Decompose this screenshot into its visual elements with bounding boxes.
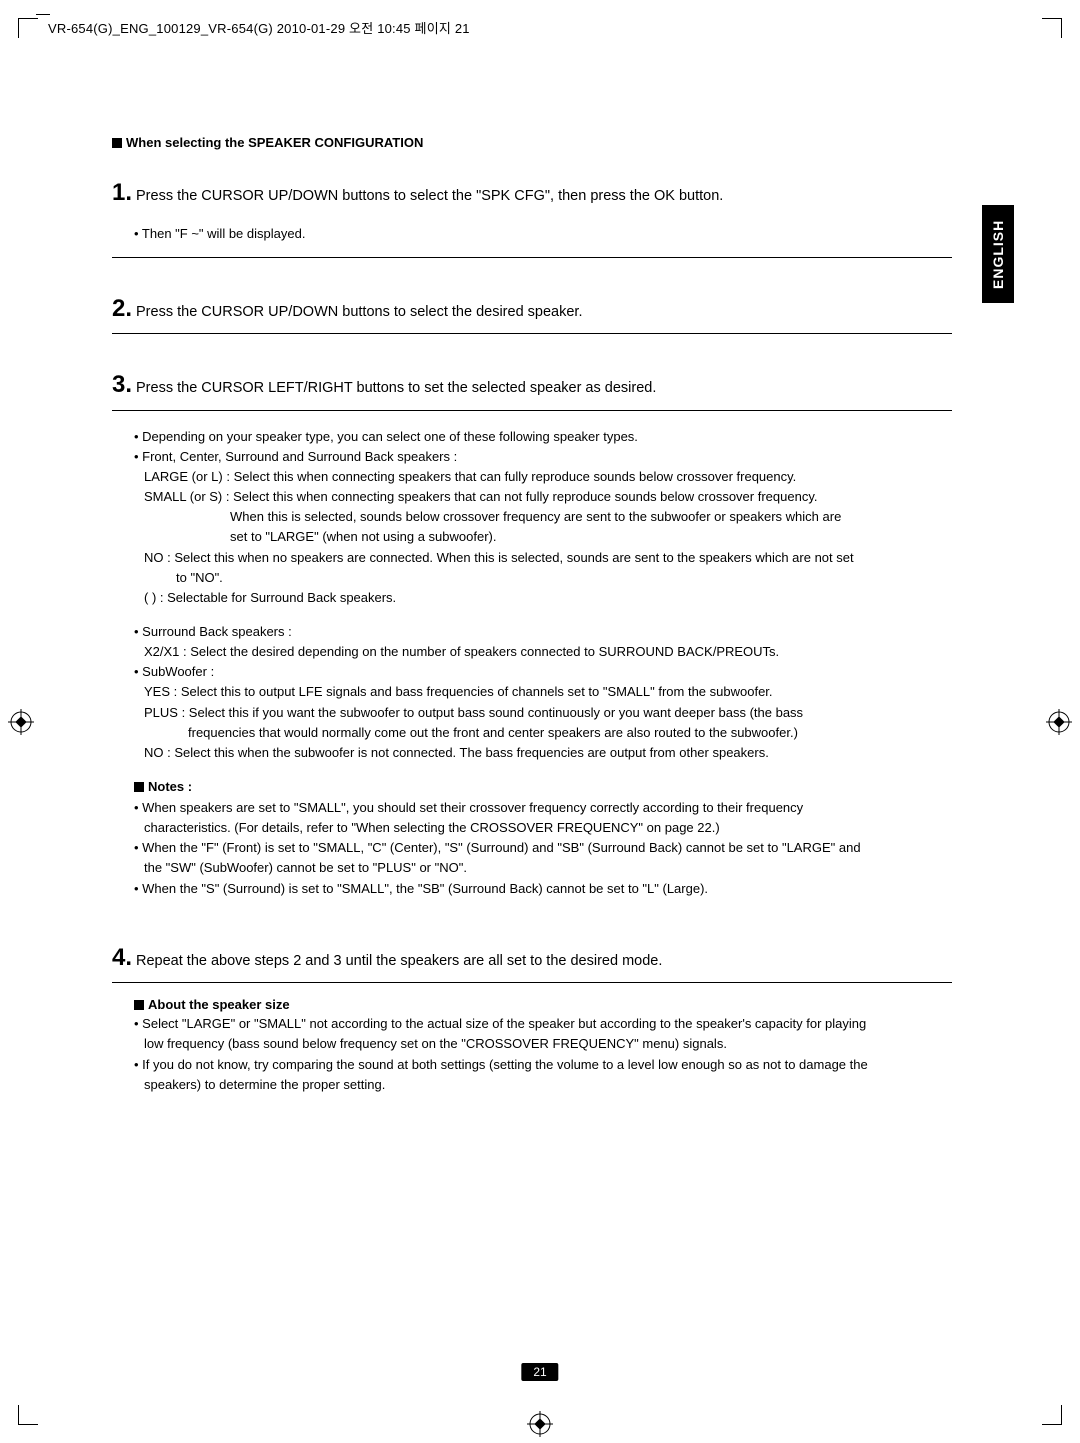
step-2-num: 2. <box>112 295 132 322</box>
bullet-square-icon <box>134 1000 144 1010</box>
bullet-square-icon <box>134 782 144 792</box>
crop-mark-tl <box>18 18 38 38</box>
registration-mark-right <box>1046 709 1072 735</box>
step-1-text: Press the CURSOR UP/DOWN buttons to sele… <box>136 188 723 204</box>
divider <box>112 410 952 411</box>
note-line: • When the "F" (Front) is set to "SMALL,… <box>134 838 952 858</box>
body-line: NO : Select this when no speakers are co… <box>134 548 952 568</box>
note-line: the "SW" (SubWoofer) cannot be set to "P… <box>134 858 952 878</box>
body-line: frequencies that would normally come out… <box>134 723 952 743</box>
step-3-text: Press the CURSOR LEFT/RIGHT buttons to s… <box>136 380 656 396</box>
body-line: to "NO". <box>134 568 952 588</box>
about-line: speakers) to determine the proper settin… <box>134 1075 952 1095</box>
section-heading-text: When selecting the SPEAKER CONFIGURATION <box>126 135 423 150</box>
about-heading: About the speaker size <box>134 997 952 1012</box>
language-tab: ENGLISH <box>982 205 1014 303</box>
section-heading: When selecting the SPEAKER CONFIGURATION <box>112 135 952 150</box>
note-line: characteristics. (For details, refer to … <box>134 818 952 838</box>
note-line: • When the "S" (Surround) is set to "SMA… <box>134 879 952 899</box>
body-line: ( ) : Selectable for Surround Back speak… <box>134 588 952 608</box>
step-1-num: 1. <box>112 179 132 206</box>
body-line: • Depending on your speaker type, you ca… <box>134 427 952 447</box>
speaker-type-body: • Depending on your speaker type, you ca… <box>134 427 952 763</box>
step-1-sub: • Then "F ~" will be displayed. <box>134 226 952 241</box>
body-line: NO : Select this when the subwoofer is n… <box>134 743 952 763</box>
step-2-text: Press the CURSOR UP/DOWN buttons to sele… <box>136 304 582 320</box>
about-line: low frequency (bass sound below frequenc… <box>134 1034 952 1054</box>
step-4-num: 4. <box>112 944 132 971</box>
body-line: YES : Select this to output LFE signals … <box>134 682 952 702</box>
registration-mark-bottom <box>527 1411 553 1437</box>
divider <box>112 982 952 983</box>
crop-mark-br <box>1042 1405 1062 1425</box>
divider <box>112 333 952 334</box>
step-3-num: 3. <box>112 371 132 398</box>
body-line: • Surround Back speakers : <box>134 622 952 642</box>
body-line: When this is selected, sounds below cros… <box>134 507 952 527</box>
step-3: 3.Press the CURSOR LEFT/RIGHT buttons to… <box>112 368 952 402</box>
body-line: X2/X1 : Select the desired depending on … <box>134 642 952 662</box>
body-line: • Front, Center, Surround and Surround B… <box>134 447 952 467</box>
notes-heading-text: Notes : <box>148 779 192 794</box>
step-2: 2.Press the CURSOR UP/DOWN buttons to se… <box>112 292 952 326</box>
step-1: 1.Press the CURSOR UP/DOWN buttons to se… <box>112 176 952 210</box>
note-line: • When speakers are set to "SMALL", you … <box>134 798 952 818</box>
body-line: SMALL (or S) : Select this when connecti… <box>134 487 952 507</box>
registration-mark-left <box>8 709 34 735</box>
about-body: • Select "LARGE" or "SMALL" not accordin… <box>134 1014 952 1095</box>
step-4: 4.Repeat the above steps 2 and 3 until t… <box>112 941 952 975</box>
bullet-square-icon <box>112 138 122 148</box>
about-line: • If you do not know, try comparing the … <box>134 1055 952 1075</box>
print-header: VR-654(G)_ENG_100129_VR-654(G) 2010-01-2… <box>48 18 470 37</box>
body-line: set to "LARGE" (when not using a subwoof… <box>134 527 952 547</box>
divider <box>112 257 952 258</box>
about-heading-text: About the speaker size <box>148 997 290 1012</box>
about-line: • Select "LARGE" or "SMALL" not accordin… <box>134 1014 952 1034</box>
notes-body: • When speakers are set to "SMALL", you … <box>134 798 952 899</box>
body-line: • SubWoofer : <box>134 662 952 682</box>
body-line: PLUS : Select this if you want the subwo… <box>134 703 952 723</box>
body-line: LARGE (or L) : Select this when connecti… <box>134 467 952 487</box>
crop-mark-tr <box>1042 18 1062 38</box>
crop-mark-bl <box>18 1405 38 1425</box>
page-content: When selecting the SPEAKER CONFIGURATION… <box>112 135 952 1095</box>
step-4-text: Repeat the above steps 2 and 3 until the… <box>136 953 662 969</box>
notes-heading: Notes : <box>134 779 952 794</box>
page-number: 21 <box>521 1363 558 1381</box>
